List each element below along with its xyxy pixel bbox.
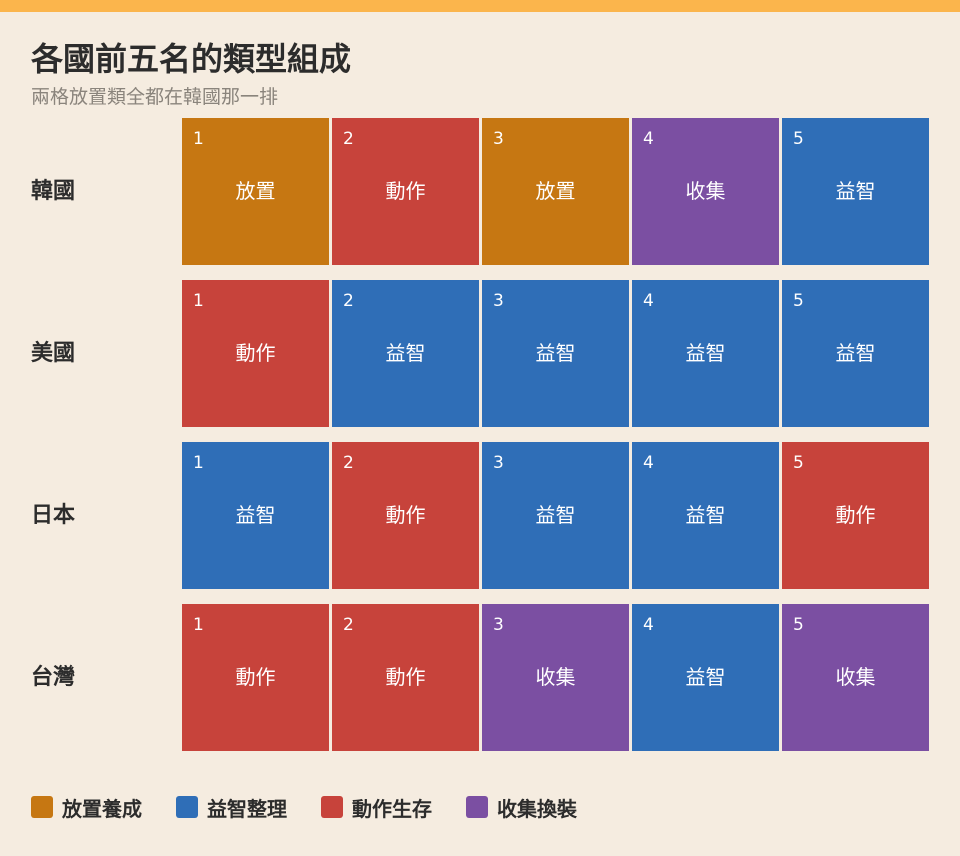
genre-cell: 4 收集 [632, 118, 779, 265]
chart-subtitle: 兩格放置類全都在韓國那一排 [31, 86, 279, 108]
legend-label: 放置養成 [62, 796, 142, 821]
rank-number: 3 [493, 129, 504, 149]
genre-label: 放置 [535, 179, 576, 203]
country-label: 台灣 [31, 664, 76, 690]
rank-number: 5 [793, 615, 804, 635]
legend-swatch [321, 796, 343, 818]
genre-label: 收集 [535, 665, 576, 689]
rank-number: 1 [193, 129, 204, 149]
genre-label: 放置 [235, 179, 276, 203]
rank-number: 4 [643, 615, 654, 635]
rank-number: 1 [193, 453, 204, 473]
legend: 放置養成 益智整理 動作生存 收集換裝 [31, 793, 611, 822]
genre-cell: 2 動作 [332, 118, 479, 265]
genre-label: 益智 [835, 341, 876, 365]
genre-label: 益智 [385, 341, 426, 365]
country-label: 日本 [31, 502, 76, 528]
genre-cell: 2 動作 [332, 442, 479, 589]
genre-label: 益智 [535, 503, 576, 527]
rank-number: 4 [643, 291, 654, 311]
genre-cell: 5 收集 [782, 604, 929, 751]
rank-number: 1 [193, 615, 204, 635]
rank-number: 2 [343, 453, 354, 473]
rank-number: 3 [493, 453, 504, 473]
genre-cell: 3 益智 [482, 280, 629, 427]
genre-cell: 1 動作 [182, 280, 329, 427]
genre-cell: 4 益智 [632, 604, 779, 751]
legend-swatch [31, 796, 53, 818]
genre-label: 益智 [235, 503, 276, 527]
genre-cell: 1 益智 [182, 442, 329, 589]
rank-number: 2 [343, 615, 354, 635]
country-label: 韓國 [31, 178, 76, 204]
legend-label: 益智整理 [207, 796, 287, 821]
genre-label: 收集 [685, 179, 726, 203]
rank-number: 3 [493, 615, 504, 635]
legend-swatch [466, 796, 488, 818]
genre-label: 益智 [685, 341, 726, 365]
rank-number: 5 [793, 453, 804, 473]
genre-cell: 4 益智 [632, 280, 779, 427]
legend-label: 動作生存 [352, 796, 432, 821]
genre-cell: 2 動作 [332, 604, 479, 751]
genre-label: 益智 [685, 665, 726, 689]
rank-number: 2 [343, 129, 354, 149]
genre-cell: 2 益智 [332, 280, 479, 427]
genre-label: 動作 [235, 665, 276, 689]
genre-label: 益智 [835, 179, 876, 203]
genre-cell: 4 益智 [632, 442, 779, 589]
genre-label: 收集 [835, 665, 876, 689]
genre-label: 益智 [685, 503, 726, 527]
rank-number: 4 [643, 129, 654, 149]
genre-cell: 5 動作 [782, 442, 929, 589]
genre-cell: 1 動作 [182, 604, 329, 751]
genre-label: 動作 [235, 341, 276, 365]
legend-swatch [176, 796, 198, 818]
genre-cell: 1 放置 [182, 118, 329, 265]
genre-label: 動作 [385, 665, 426, 689]
chart-title: 各國前五名的類型組成 [31, 40, 352, 78]
rank-number: 2 [343, 291, 354, 311]
rank-number: 3 [493, 291, 504, 311]
legend-label: 收集換裝 [497, 796, 577, 821]
rank-number: 4 [643, 453, 654, 473]
genre-label: 動作 [385, 503, 426, 527]
genre-cell: 5 益智 [782, 280, 929, 427]
legend-item: 益智整理 [176, 793, 287, 822]
genre-label: 動作 [835, 503, 876, 527]
top-accent-bar [0, 0, 960, 12]
genre-cell: 3 益智 [482, 442, 629, 589]
genre-label: 益智 [535, 341, 576, 365]
genre-cell: 3 放置 [482, 118, 629, 265]
genre-cell: 5 益智 [782, 118, 929, 265]
rank-number: 1 [193, 291, 204, 311]
genre-label: 動作 [385, 179, 426, 203]
legend-item: 收集換裝 [466, 793, 577, 822]
genre-cell: 3 收集 [482, 604, 629, 751]
legend-item: 動作生存 [321, 793, 432, 822]
rank-number: 5 [793, 291, 804, 311]
legend-item: 放置養成 [31, 793, 142, 822]
country-label: 美國 [31, 340, 76, 366]
rank-number: 5 [793, 129, 804, 149]
